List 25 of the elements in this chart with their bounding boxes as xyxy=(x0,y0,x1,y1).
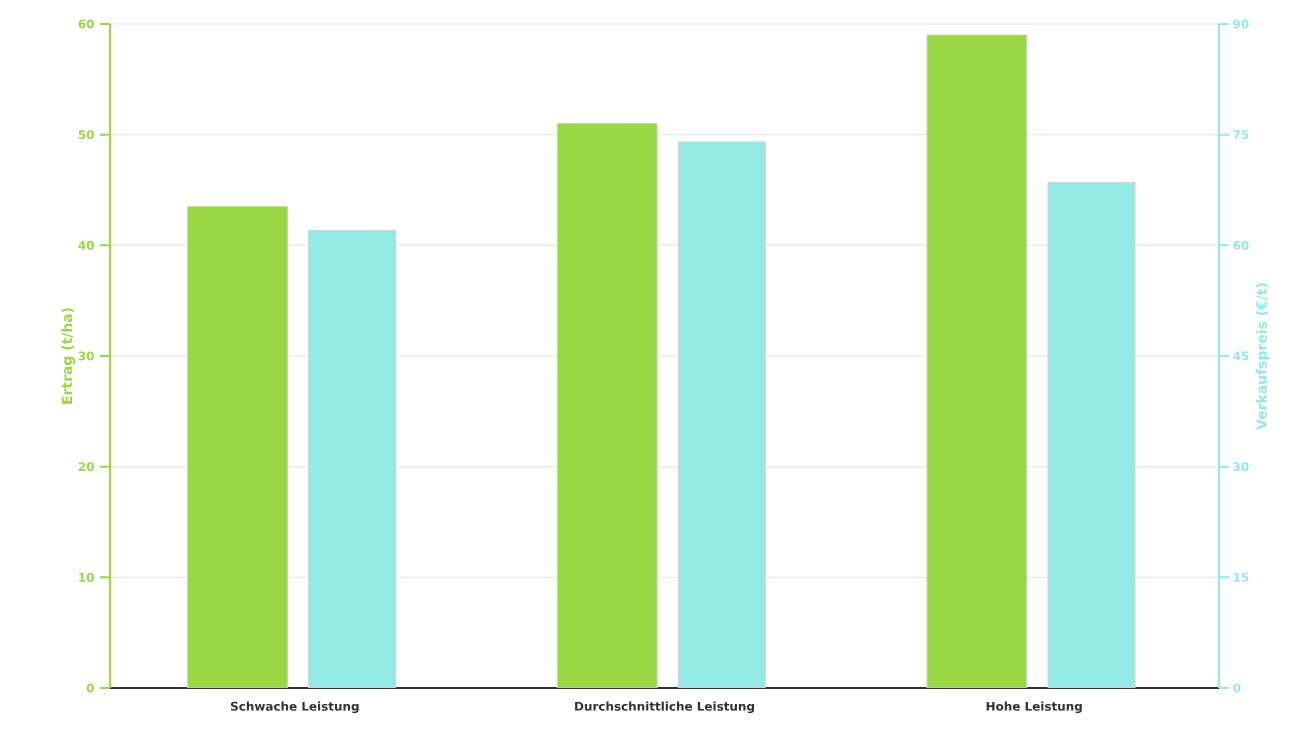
y-tick-label: 30 xyxy=(78,351,94,361)
y-tick-label: 20 xyxy=(78,462,94,472)
y-tick-label: 10 xyxy=(79,572,94,582)
y2-tick-label: 45 xyxy=(1233,351,1249,361)
y-tick-label: 40 xyxy=(78,240,94,250)
bar xyxy=(556,123,658,688)
x-tick-label: Durchschnittliche Leistung xyxy=(575,701,754,714)
y2-tick-label: 0 xyxy=(1233,683,1241,693)
bar xyxy=(926,34,1028,688)
y2-tick-label: 30 xyxy=(1233,462,1249,472)
y-axis-title: Ertrag (t/ha) xyxy=(61,308,76,404)
y2-tick-label: 60 xyxy=(1233,240,1249,250)
bar xyxy=(677,141,766,688)
bar xyxy=(308,230,397,688)
y2-tick-label: 90 xyxy=(1233,19,1249,29)
y-tick-label: 60 xyxy=(78,19,94,29)
x-tick-label: Schwache Leistung xyxy=(230,701,359,714)
y2-tick-label: 75 xyxy=(1233,130,1249,140)
bar xyxy=(187,206,288,688)
y-tick-label: 50 xyxy=(78,130,94,140)
y2-tick-label: 15 xyxy=(1233,572,1249,582)
x-tick-label: Hohe Leistung xyxy=(986,701,1082,714)
y-tick-label: 0 xyxy=(86,683,94,693)
bar xyxy=(1047,182,1136,688)
y2-axis-title: Verkaufspreis (€/t) xyxy=(1256,283,1270,430)
